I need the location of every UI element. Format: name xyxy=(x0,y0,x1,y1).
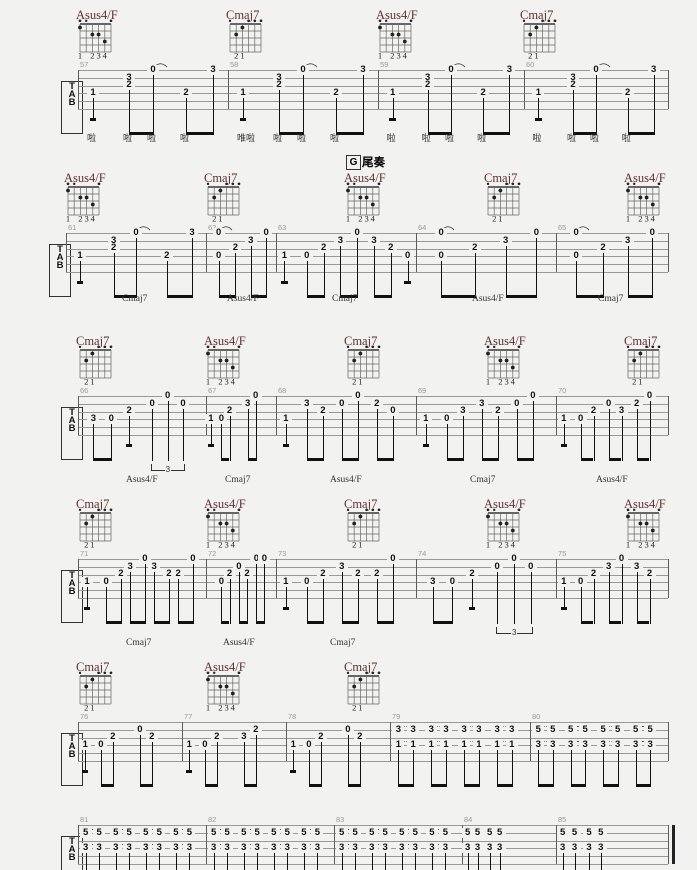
svg-text:3: 3 xyxy=(644,214,648,224)
svg-text:1: 1 xyxy=(486,540,490,550)
svg-text:2: 2 xyxy=(638,540,642,550)
svg-text:4: 4 xyxy=(403,51,408,61)
svg-text:3: 3 xyxy=(224,377,228,387)
svg-text:1: 1 xyxy=(534,51,538,61)
svg-text:1: 1 xyxy=(358,540,362,550)
svg-text:1: 1 xyxy=(346,214,350,224)
svg-text:1: 1 xyxy=(66,214,70,224)
svg-text:3: 3 xyxy=(224,703,228,713)
svg-text:4: 4 xyxy=(91,214,96,224)
svg-text:3: 3 xyxy=(84,214,88,224)
svg-text:3: 3 xyxy=(504,540,508,550)
svg-text:2: 2 xyxy=(352,377,356,387)
svg-text:1: 1 xyxy=(626,214,630,224)
svg-text:1: 1 xyxy=(78,51,82,61)
svg-text:2: 2 xyxy=(78,214,82,224)
svg-text:3: 3 xyxy=(504,377,508,387)
svg-text:3: 3 xyxy=(644,540,648,550)
svg-text:2: 2 xyxy=(352,703,356,713)
svg-text:1: 1 xyxy=(638,377,642,387)
svg-text:2: 2 xyxy=(528,51,532,61)
svg-text:2: 2 xyxy=(90,51,94,61)
svg-text:2: 2 xyxy=(498,540,502,550)
svg-text:2: 2 xyxy=(84,540,88,550)
svg-text:2: 2 xyxy=(234,51,238,61)
svg-text:4: 4 xyxy=(371,214,376,224)
svg-text:2: 2 xyxy=(212,214,216,224)
svg-text:3: 3 xyxy=(224,540,228,550)
svg-text:4: 4 xyxy=(103,51,108,61)
svg-text:4: 4 xyxy=(231,540,236,550)
svg-text:3: 3 xyxy=(96,51,100,61)
svg-text:2: 2 xyxy=(498,377,502,387)
svg-text:1: 1 xyxy=(498,214,502,224)
svg-text:1: 1 xyxy=(486,377,490,387)
svg-text:2: 2 xyxy=(390,51,394,61)
svg-text:2: 2 xyxy=(358,214,362,224)
svg-text:4: 4 xyxy=(231,377,236,387)
svg-text:1: 1 xyxy=(240,51,244,61)
svg-text:2: 2 xyxy=(218,703,222,713)
svg-text:1: 1 xyxy=(206,703,210,713)
svg-text:2: 2 xyxy=(492,214,496,224)
svg-text:4: 4 xyxy=(511,540,516,550)
svg-text:1: 1 xyxy=(358,377,362,387)
svg-text:1: 1 xyxy=(206,377,210,387)
svg-text:1: 1 xyxy=(90,540,94,550)
svg-text:4: 4 xyxy=(651,540,656,550)
svg-text:3: 3 xyxy=(396,51,400,61)
svg-text:1: 1 xyxy=(218,214,222,224)
svg-text:4: 4 xyxy=(511,377,516,387)
svg-text:2: 2 xyxy=(218,540,222,550)
svg-text:1: 1 xyxy=(358,703,362,713)
svg-text:2: 2 xyxy=(638,214,642,224)
svg-text:1: 1 xyxy=(206,540,210,550)
svg-text:1: 1 xyxy=(90,703,94,713)
svg-text:3: 3 xyxy=(364,214,368,224)
svg-text:2: 2 xyxy=(352,540,356,550)
svg-text:4: 4 xyxy=(651,214,656,224)
svg-text:2: 2 xyxy=(632,377,636,387)
svg-text:1: 1 xyxy=(90,377,94,387)
svg-text:2: 2 xyxy=(218,377,222,387)
svg-text:1: 1 xyxy=(378,51,382,61)
svg-text:1: 1 xyxy=(626,540,630,550)
svg-text:2: 2 xyxy=(84,703,88,713)
svg-text:2: 2 xyxy=(84,377,88,387)
svg-text:4: 4 xyxy=(231,703,236,713)
